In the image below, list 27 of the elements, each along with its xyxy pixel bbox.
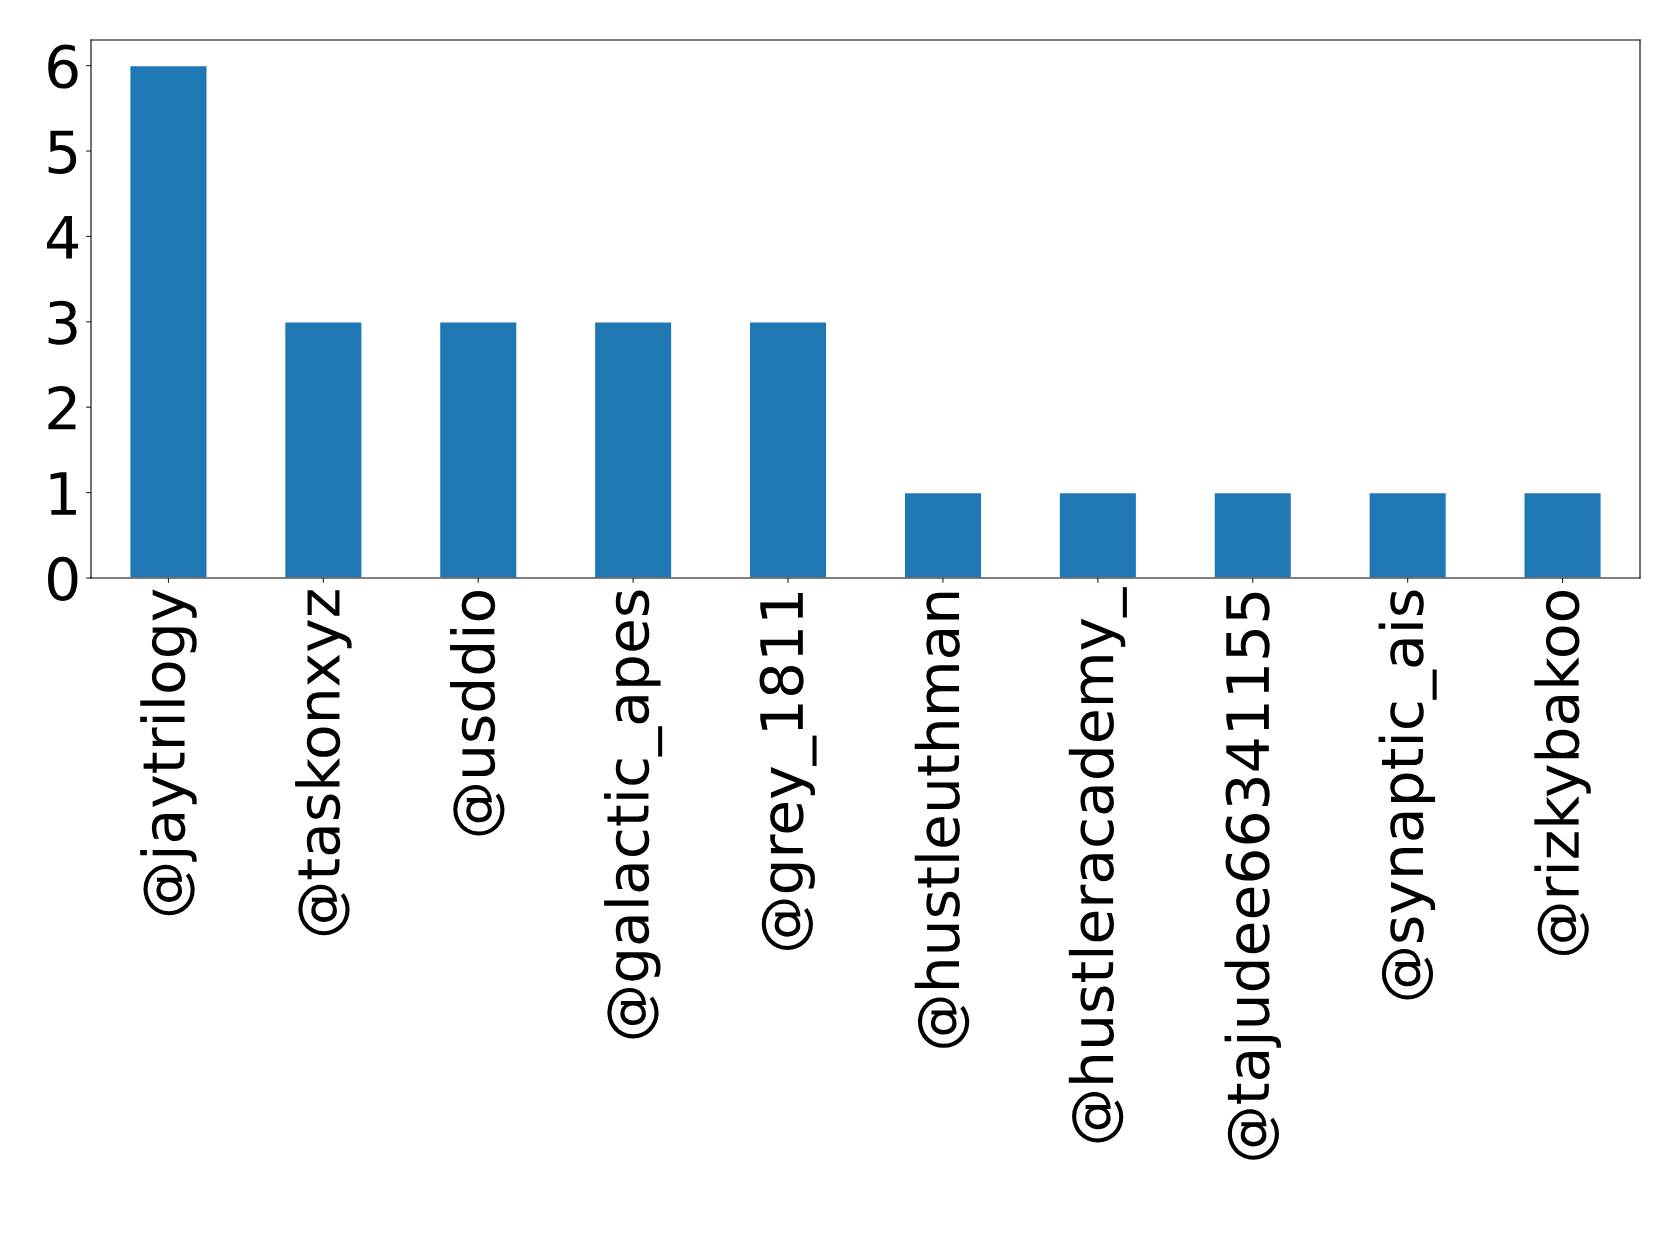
- y-tick-label: 4: [47, 216, 79, 259]
- bar: [903, 491, 983, 578]
- x-tick-label: @galactic_apes: [604, 590, 663, 1039]
- x-tick-label: @jaytrilogy: [140, 589, 197, 916]
- bar: [1368, 491, 1448, 578]
- bar: [748, 321, 828, 578]
- bar: [1213, 491, 1293, 578]
- bar: [1523, 491, 1602, 578]
- x-tick-label: @tajudee66341155: [1224, 592, 1281, 1160]
- bar: [129, 64, 208, 578]
- y-tick-label: 6: [48, 44, 78, 89]
- y-tick-label: 3: [48, 300, 77, 345]
- y-tick-label: 5: [48, 130, 77, 175]
- x-tick-label: @taskonxyz: [295, 590, 352, 936]
- x-tick-label: @synaptic_ais: [1378, 590, 1437, 1000]
- y-tick-label: 1: [50, 472, 76, 515]
- x-tick-label: @hustleracademy_: [1068, 587, 1127, 1143]
- bar: [283, 321, 363, 578]
- x-tick-label: @hustleuthman: [914, 592, 970, 1048]
- y-tick-label: 0: [48, 556, 78, 601]
- x-tick-label: @usddio: [450, 590, 505, 836]
- x-tick-label: @rizkybakoo: [1534, 590, 1591, 956]
- y-tick-label: 2: [48, 386, 76, 430]
- bar: [438, 321, 518, 578]
- bar: [1058, 491, 1138, 578]
- bar: [593, 321, 673, 578]
- x-tick-label: @grey_1811: [759, 593, 817, 950]
